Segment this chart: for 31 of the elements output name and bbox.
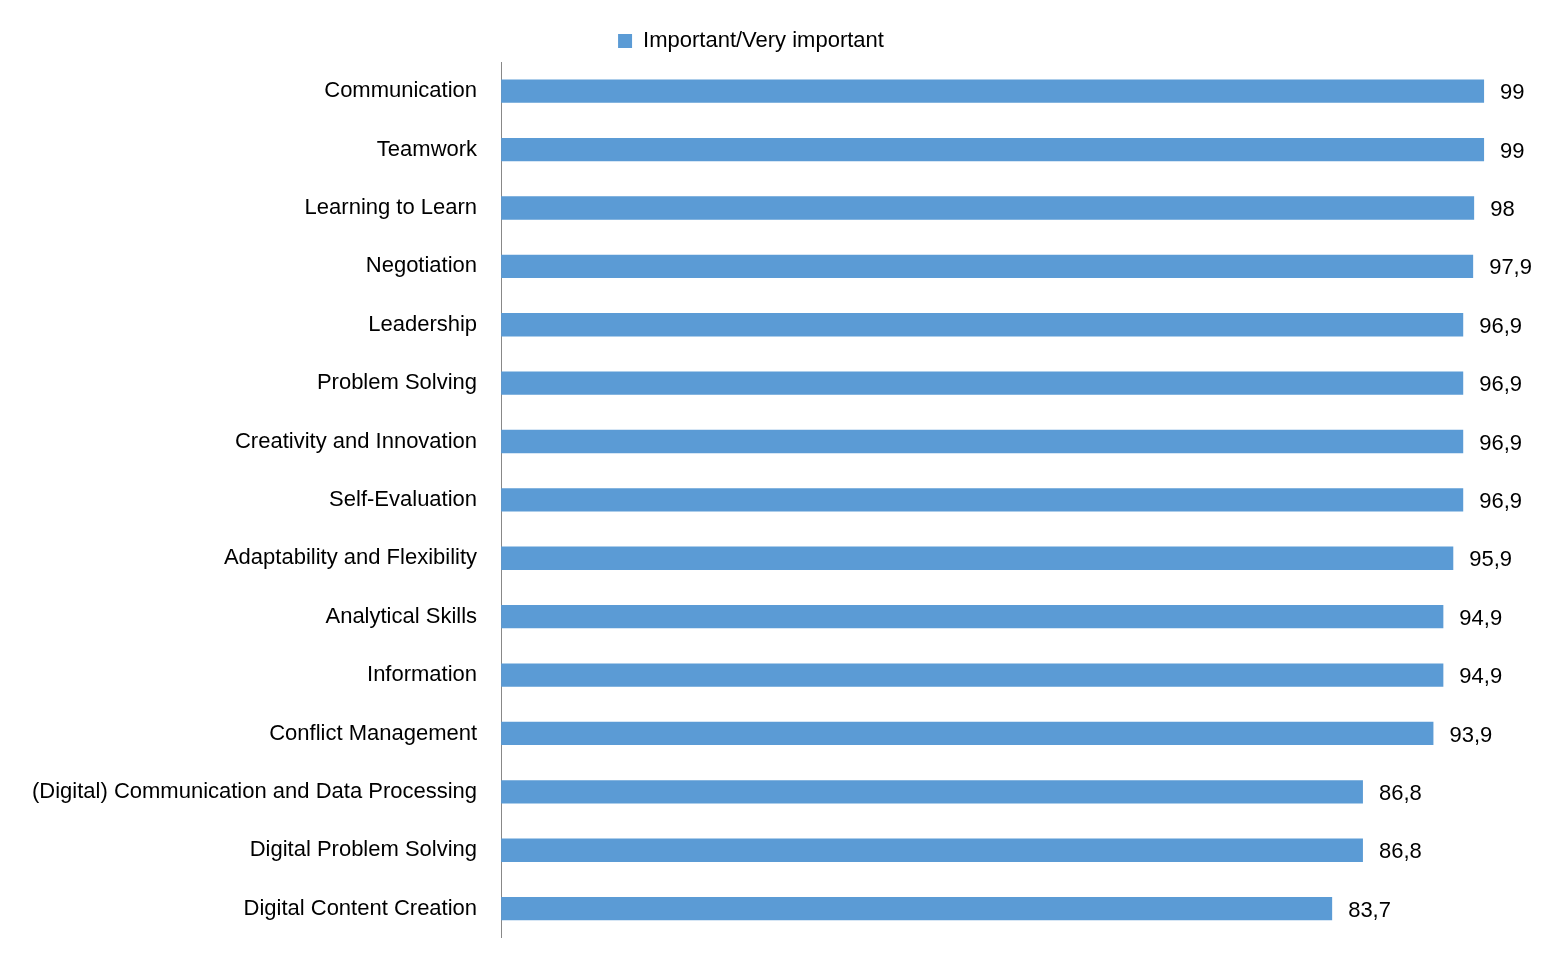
y-tick-label: Creativity and Innovation <box>234 427 478 453</box>
data-label: 96,9 <box>1479 312 1523 338</box>
data-label: 97,9 <box>1489 254 1532 280</box>
y-tick-label: Analytical Skills <box>325 602 478 628</box>
y-tick-label: Problem Solving <box>316 369 478 395</box>
y-tick-label: Digital Content Creation <box>243 894 478 920</box>
data-label: 98 <box>1490 196 1515 222</box>
data-label: 83,7 <box>1348 896 1391 922</box>
y-tick-label: Leadership <box>368 310 478 336</box>
y-tick-label: Information <box>367 661 478 687</box>
data-label: 95,9 <box>1469 546 1513 572</box>
data-label: 94,9 <box>1459 604 1503 630</box>
y-tick-label: Communication <box>324 77 478 103</box>
data-label: 96,9 <box>1479 371 1523 397</box>
data-label: 99 <box>1500 79 1525 105</box>
y-tick-label: (Digital) Communication and Data Processing <box>31 777 478 803</box>
data-label: 96,9 <box>1479 429 1523 455</box>
data-label: 96,9 <box>1479 487 1523 513</box>
y-tick-label: Adaptability and Flexibility <box>223 544 478 570</box>
data-label: 93,9 <box>1449 721 1493 747</box>
y-tick-label: Digital Problem Solving <box>249 836 478 862</box>
y-tick-label: Conflict Management <box>269 719 478 745</box>
y-tick-label: Self-Evaluation <box>329 485 478 511</box>
data-label: 86,8 <box>1378 838 1422 864</box>
data-label: 86,8 <box>1378 779 1422 805</box>
legend-label: Important/Very important <box>643 27 884 53</box>
data-label: 94,9 <box>1459 663 1503 689</box>
y-tick-label: Learning to Learn <box>304 194 478 220</box>
y-tick-label: Negotiation <box>365 252 478 278</box>
data-label: 99 <box>1500 137 1525 163</box>
y-tick-label: Teamwork <box>376 135 479 161</box>
